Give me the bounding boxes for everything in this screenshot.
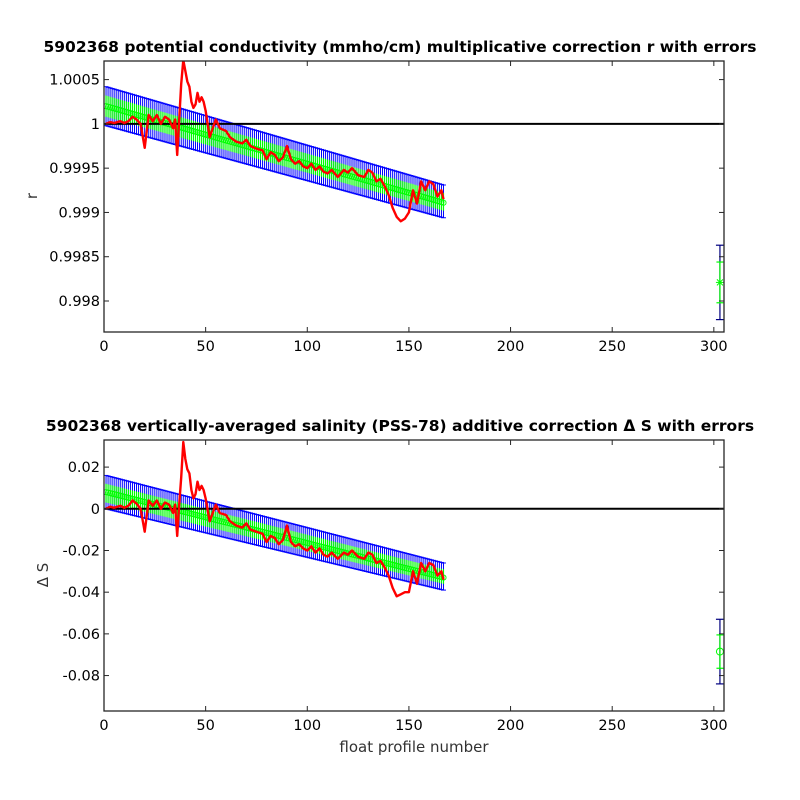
panel-conductivity: 5902368 potential conductivity (mmho/cm)…	[23, 38, 757, 355]
axis-ticks: 0 50 100 150 200 250 300 0.998 0.9985 0.999 0.9995…	[49, 61, 728, 355]
x-tick-label: 100	[293, 339, 321, 355]
x-tick-label: 150	[395, 339, 423, 355]
x-tick-label: 250	[598, 339, 626, 355]
panel-salinity: 5902368 vertically-averaged salinity (PS…	[34, 417, 754, 756]
y-tick-label: -0.04	[62, 585, 100, 601]
mean-marker	[715, 278, 724, 287]
x-tick-label: 300	[700, 339, 728, 355]
x-axis-label: float profile number	[339, 738, 489, 756]
y-tick-label: 0.9985	[49, 250, 100, 266]
ensemble-marker	[440, 199, 447, 206]
chart-title: 5902368 potential conductivity (mmho/cm)…	[43, 38, 756, 56]
x-tick-label: 150	[395, 718, 423, 734]
raw-correction-line	[105, 61, 445, 223]
y-axis-label: r	[23, 192, 41, 199]
y-tick-label: 0	[91, 502, 100, 518]
x-tick-label: 50	[196, 339, 214, 355]
axis-ticks: 0 50 100 150 200 250 300 -0.08 -0.06 -0.04 -0.02 0 0…	[62, 440, 728, 734]
x-tick-label: 200	[497, 718, 525, 734]
y-tick-label: 0.02	[68, 460, 100, 476]
mean-marker-stroke	[716, 279, 724, 286]
y-tick-label: -0.06	[62, 627, 100, 643]
axes-box	[103, 439, 725, 712]
x-tick-label: 200	[497, 339, 525, 355]
y-tick-label: 1	[91, 117, 100, 133]
y-tick-label: 0.9995	[49, 161, 100, 177]
y-tick-label: 0.999	[58, 205, 100, 221]
y-axis-label: Δ S	[34, 563, 52, 588]
chart-title: 5902368 vertically-averaged salinity (PS…	[46, 417, 754, 435]
x-tick-label: 100	[293, 718, 321, 734]
plot-area	[104, 440, 724, 685]
x-tick-label: 0	[99, 339, 108, 355]
y-tick-label: -0.08	[62, 669, 100, 685]
x-tick-label: 50	[196, 718, 214, 734]
y-tick-label: -0.02	[62, 543, 100, 559]
axes-box	[103, 60, 725, 333]
x-tick-label: 250	[598, 718, 626, 734]
y-tick-label: 1.0005	[49, 73, 100, 89]
plot-area	[104, 61, 724, 321]
raw-correction-line	[105, 440, 445, 598]
x-tick-label: 300	[700, 718, 728, 734]
y-tick-label: 0.998	[58, 294, 100, 310]
x-tick-label: 0	[99, 718, 108, 734]
